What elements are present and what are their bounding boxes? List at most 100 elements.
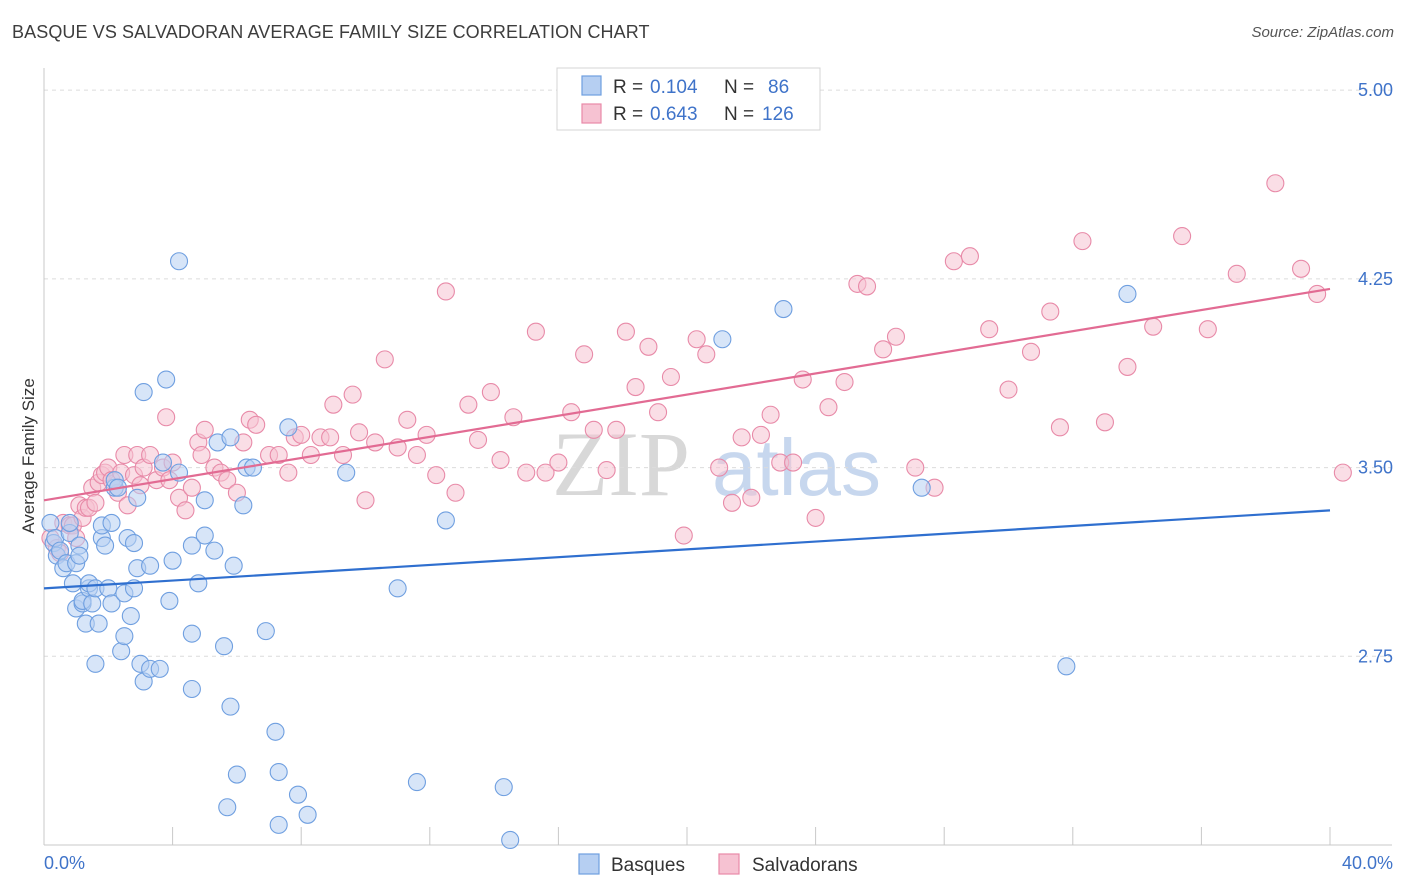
legend-n-value-salvadorans: 126	[762, 104, 794, 125]
basques-point	[63, 574, 82, 593]
y-tick-label: 3.50	[1358, 458, 1393, 478]
salvadorans-point	[1073, 232, 1092, 251]
basques-point	[153, 453, 173, 472]
salvadorans-point	[639, 337, 658, 356]
axes	[43, 68, 1392, 846]
basques-point	[134, 383, 153, 402]
basques-point	[288, 785, 308, 804]
basques-point	[189, 574, 208, 593]
basques-point	[150, 659, 169, 678]
salvadorans-point	[751, 425, 770, 444]
salvadorans-point	[182, 478, 201, 497]
salvadorans-point	[1266, 174, 1285, 193]
salvadorans-point	[407, 445, 426, 465]
salvadorans-point	[661, 367, 680, 387]
salvadorans-point	[1227, 264, 1246, 283]
basques-point	[195, 491, 214, 510]
basques-point	[141, 556, 160, 575]
salvadorans-point	[417, 425, 436, 444]
basques-point	[279, 418, 298, 437]
salvadorans-point	[649, 403, 668, 422]
salvadorans-point	[626, 378, 645, 397]
basques-point	[224, 556, 243, 575]
basques-point	[266, 722, 285, 741]
legend-n-label-basques: N =	[724, 77, 754, 98]
basques-point	[298, 805, 317, 824]
salvadorans-point	[491, 450, 510, 470]
bottom-legend-label-salvadorans: Salvadorans	[752, 855, 858, 876]
basques-point	[160, 591, 179, 610]
salvadorans-point	[806, 508, 825, 527]
salvadorans-point	[375, 350, 394, 369]
salvadorans-point	[1198, 320, 1217, 339]
legend-r-value-basques: 0.104	[650, 77, 698, 98]
basques-point	[269, 762, 288, 782]
trendlines	[43, 287, 1331, 590]
salvadorans-point	[886, 327, 906, 346]
salvadorans-point	[427, 466, 446, 485]
x-tick-label-min: 0.0%	[44, 853, 85, 873]
salvadorans-point	[1118, 357, 1137, 376]
salvadorans-point	[324, 395, 343, 414]
salvadorans-point	[1173, 227, 1192, 246]
salvadorans-point	[481, 383, 500, 402]
salvadorans-point	[1021, 342, 1041, 361]
gridlines	[44, 89, 1392, 657]
basques-point	[86, 654, 105, 673]
trendline-basques	[43, 509, 1331, 590]
salvadorans-point	[960, 247, 979, 266]
chart-title: BASQUE VS SALVADORAN AVERAGE FAMILY SIZE…	[12, 22, 650, 42]
salvadorans-point	[343, 385, 362, 404]
y-tick-label: 4.25	[1358, 269, 1393, 289]
y-tick-label: 2.75	[1358, 646, 1393, 666]
salvadorans-point	[697, 345, 716, 364]
salvadorans-point	[1144, 317, 1163, 336]
chart-source: Source: ZipAtlas.com	[1251, 24, 1394, 41]
x-tick-label-max: 40.0%	[1342, 853, 1393, 873]
basques-point	[1118, 284, 1137, 304]
basques-point	[182, 679, 201, 699]
salvadorans-point	[1095, 413, 1114, 432]
basques-point	[182, 536, 201, 555]
basques-point	[41, 513, 60, 532]
basques-point	[128, 488, 147, 507]
salvadorans-point	[616, 322, 635, 341]
salvadorans-point	[742, 488, 761, 507]
bottom-legend-swatch-basques	[578, 853, 600, 875]
salvadorans-point	[86, 493, 105, 512]
y-tick-labels: 2.75 3.50 4.25 5.00	[1358, 80, 1393, 666]
legend-r-label-salvadorans: R =	[613, 104, 643, 125]
salvadorans-point	[269, 445, 288, 465]
salvadorans-point	[247, 415, 266, 434]
salvadorans-point	[279, 463, 298, 482]
salvadorans-point	[584, 420, 603, 439]
salvadorans-point	[732, 428, 751, 447]
basques-point	[221, 428, 240, 447]
salvadorans-point	[710, 458, 729, 477]
salvadorans-point	[1333, 463, 1352, 482]
salvadorans-point	[468, 430, 488, 449]
series-salvadorans-points	[41, 174, 1352, 563]
salvadorans-point	[597, 461, 616, 480]
basques-point	[102, 513, 121, 532]
salvadorans-point	[176, 501, 195, 520]
salvadorans-point	[906, 458, 925, 477]
salvadorans-point	[1308, 284, 1327, 304]
basques-point	[218, 798, 237, 817]
salvadorans-point	[157, 408, 176, 427]
basques-point	[214, 637, 234, 656]
salvadorans-point	[835, 372, 854, 392]
trendline-salvadorans	[43, 287, 1331, 502]
basques-point	[436, 511, 455, 530]
salvadorans-point	[350, 423, 369, 442]
salvadorans-point	[356, 491, 375, 510]
salvadorans-point	[784, 453, 803, 472]
basques-point	[912, 478, 931, 497]
basques-point	[205, 541, 224, 560]
legend-n-label-salvadorans: N =	[724, 104, 754, 125]
y-tick-label: 5.00	[1358, 80, 1393, 100]
basques-point	[227, 765, 246, 784]
basques-point	[124, 534, 144, 553]
salvadorans-point	[607, 420, 626, 439]
basques-point	[407, 773, 426, 792]
